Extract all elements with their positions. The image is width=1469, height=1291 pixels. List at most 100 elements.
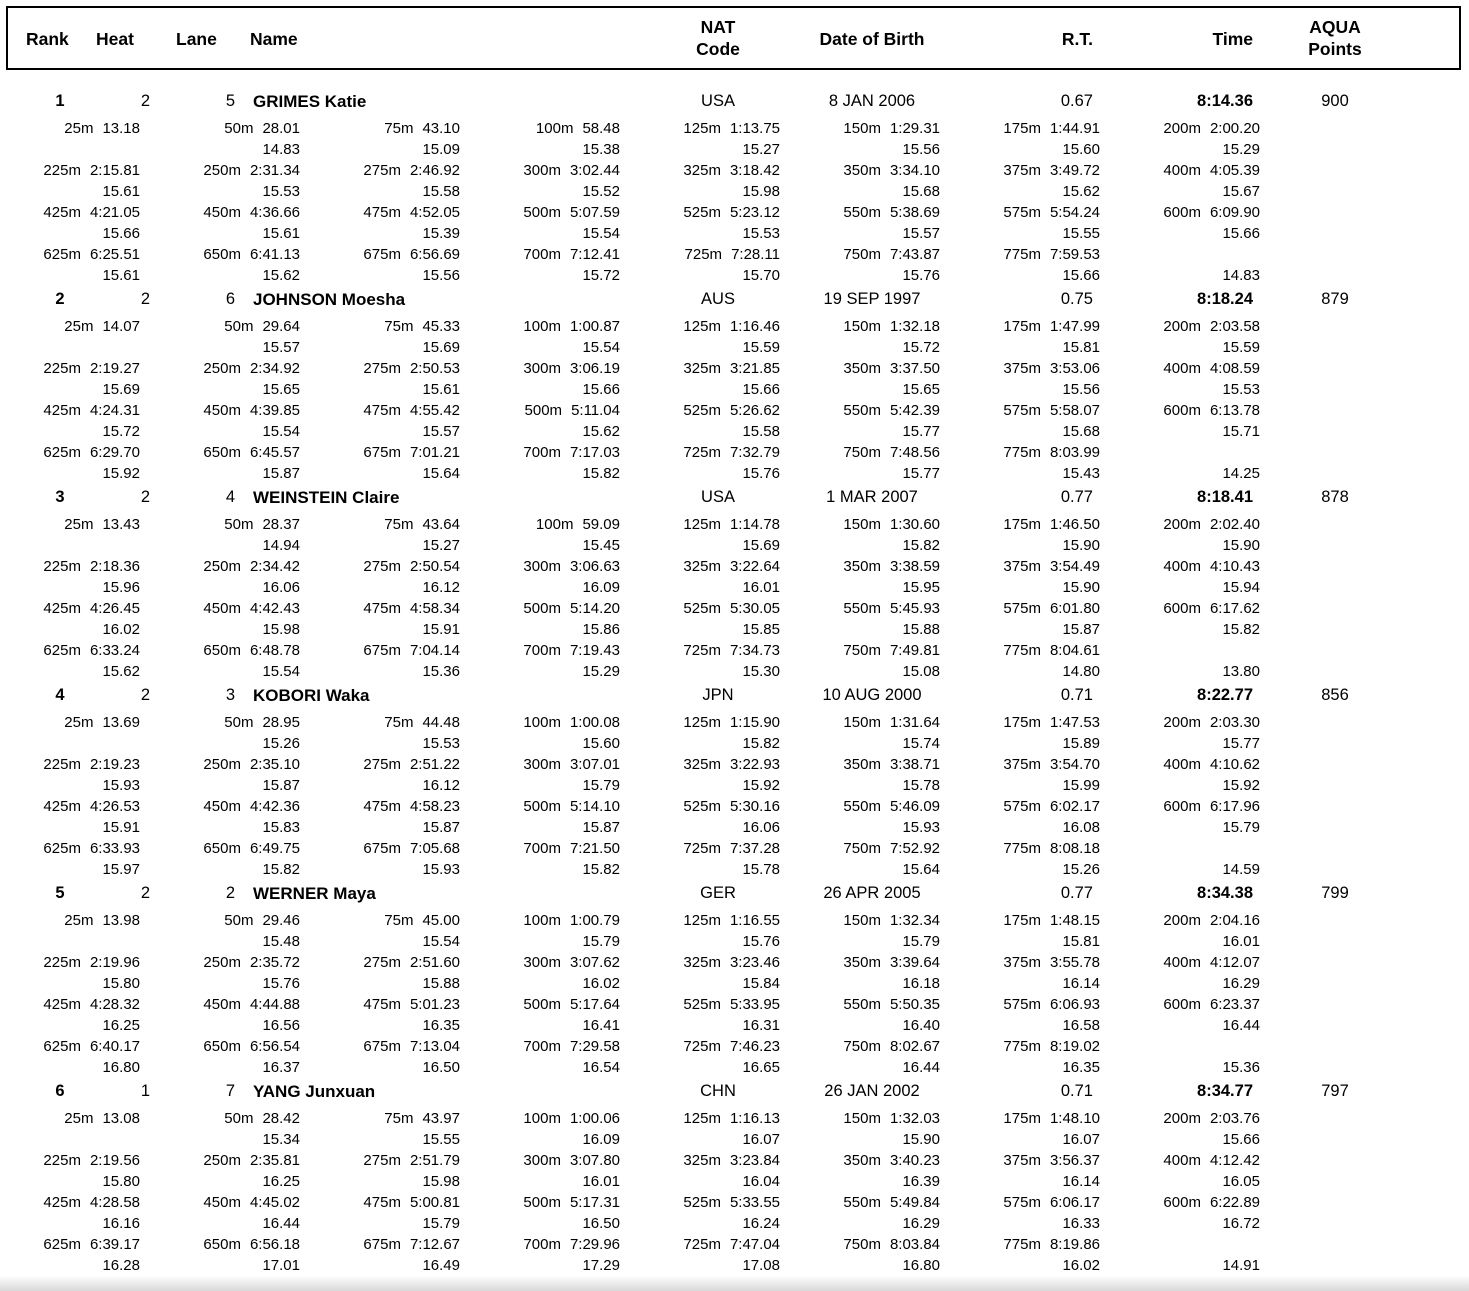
split-cell: 200m 2:00.20 xyxy=(1120,118,1280,139)
split-delta: 15.08 xyxy=(902,663,940,680)
split-time: 4:28.32 xyxy=(89,996,140,1013)
split-distance: 450m xyxy=(203,798,241,815)
split-distance: 225m xyxy=(43,360,81,377)
split-delta: 15.54 xyxy=(582,225,620,242)
split-delta: 15.92 xyxy=(102,465,140,482)
split-distance: 250m xyxy=(203,558,241,575)
split-time: 6:33.93 xyxy=(89,840,140,857)
split-distance: 650m xyxy=(203,642,241,659)
split-delta: 14.80 xyxy=(1062,663,1100,680)
split-cell: 350m 3:37.50 xyxy=(800,358,960,379)
split-cell: 300m 3:06.63 xyxy=(480,556,640,577)
split-cell: 275m 2:50.53 xyxy=(320,358,480,379)
split-deltas-line: 15.72 15.54 15.57 15.62 15.58 15.77 15.68 15.71 xyxy=(0,421,1469,442)
split-time: 5:33.95 xyxy=(729,996,780,1013)
split-times-line: 625m 6:29.70 650m 6:45.57 675m 7:01.21 700m 7:1… xyxy=(0,442,1469,463)
split-cell: 725m 7:37.28 xyxy=(640,838,800,859)
split-cell: 425m 4:28.32 xyxy=(0,994,160,1015)
split-cell: 275m 2:46.92 xyxy=(320,160,480,181)
split-distance: 550m xyxy=(843,402,881,419)
split-cell: 600m 6:13.78 xyxy=(1120,400,1280,421)
split-distance: 550m xyxy=(843,996,881,1013)
split-delta: 15.57 xyxy=(902,225,940,242)
split-distance: 75m xyxy=(384,516,414,533)
split-time: 5:50.35 xyxy=(889,996,940,1013)
split-time: 13.69 xyxy=(102,714,140,731)
split-time: 2:04.16 xyxy=(1209,912,1260,929)
split-delta: 15.66 xyxy=(1222,225,1260,242)
split-times-line: 25m 13.18 50m 28.01 75m 43.10 100m 58.48 125m 1:1… xyxy=(0,118,1469,139)
results-table-body: 1 2 5 GRIMES Katie USA 8 JAN 2006 0.67 8:14.36 9… xyxy=(0,88,1469,1276)
split-distance: 175m xyxy=(1003,714,1041,731)
split-distance: 475m xyxy=(363,996,401,1013)
split-cell: 175m 1:47.53 xyxy=(960,712,1120,733)
split-time: 13.08 xyxy=(102,1110,140,1127)
split-distance: 175m xyxy=(1003,912,1041,929)
aqua-points: 856 xyxy=(1321,686,1349,704)
split-distance: 175m xyxy=(1003,318,1041,335)
split-distance: 450m xyxy=(203,1194,241,1211)
aqua-points: 797 xyxy=(1321,1082,1349,1100)
split-deltas-line: 15.34 15.55 16.09 16.07 15.90 16.07 15.66 xyxy=(0,1129,1469,1150)
split-cell xyxy=(1120,1234,1280,1255)
final-time: 8:18.24 xyxy=(1197,290,1253,308)
split-distance: 625m xyxy=(43,642,81,659)
split-distance: 275m xyxy=(363,1152,401,1169)
split-time: 6:09.90 xyxy=(1209,204,1260,221)
split-delta: 15.27 xyxy=(422,537,460,554)
split-time: 4:42.36 xyxy=(249,798,300,815)
split-distance: 775m xyxy=(1003,1236,1041,1253)
swimmer-main-row: 4 2 3 KOBORI Waka JPN 10 AUG 2000 0.71 8:22.77 8… xyxy=(0,682,1469,712)
split-distance: 725m xyxy=(684,246,723,263)
split-time: 1:47.53 xyxy=(1049,714,1100,731)
split-cell: 25m 13.69 xyxy=(0,712,160,733)
split-distance: 75m xyxy=(384,120,414,137)
split-cell: 200m 2:04.16 xyxy=(1120,910,1280,931)
split-cell: 100m 1:00.79 xyxy=(480,910,640,931)
heat-value: 2 xyxy=(140,92,150,110)
split-distance: 775m xyxy=(1003,642,1041,659)
split-delta: 15.34 xyxy=(262,1131,300,1148)
split-cell: 300m 3:07.01 xyxy=(480,754,640,775)
split-time: 1:32.18 xyxy=(889,318,940,335)
split-delta: 15.77 xyxy=(1222,735,1260,752)
split-cell: 500m 5:17.64 xyxy=(480,994,640,1015)
split-cell: 725m 7:46.23 xyxy=(640,1036,800,1057)
split-time: 2:15.81 xyxy=(89,162,140,179)
split-cell: 625m 6:40.17 xyxy=(0,1036,160,1057)
split-cell: 150m 1:29.31 xyxy=(800,118,960,139)
split-distance: 575m xyxy=(1003,402,1041,419)
split-distance: 175m xyxy=(1003,120,1041,137)
split-delta: 15.90 xyxy=(902,1131,940,1148)
split-delta: 14.25 xyxy=(1222,465,1260,482)
split-delta: 15.61 xyxy=(262,225,300,242)
split-distance: 50m xyxy=(224,1110,254,1127)
aqua-points: 879 xyxy=(1321,290,1349,308)
split-delta: 15.89 xyxy=(1062,735,1100,752)
split-distance: 750m xyxy=(843,840,881,857)
split-time: 7:04.14 xyxy=(409,642,460,659)
split-times-line: 425m 4:24.31 450m 4:39.85 475m 4:55.42 500m 5:1… xyxy=(0,400,1469,421)
split-distance: 25m xyxy=(64,120,94,137)
split-delta: 15.86 xyxy=(582,621,620,638)
split-cell: 700m 7:21.50 xyxy=(480,838,640,859)
nat-code: USA xyxy=(701,488,735,506)
split-cell: 475m 4:58.34 xyxy=(320,598,480,619)
swimmer-name: WERNER Maya xyxy=(253,884,376,903)
split-distance: 650m xyxy=(203,1038,241,1055)
split-time: 7:59.53 xyxy=(1049,246,1100,263)
split-delta: 15.65 xyxy=(902,381,940,398)
split-distance: 25m xyxy=(64,912,94,929)
split-deltas-line: 15.91 15.83 15.87 15.87 16.06 15.93 16.08 15.79 xyxy=(0,817,1469,838)
split-cell: 250m 2:35.72 xyxy=(160,952,320,973)
split-distance: 225m xyxy=(43,1152,81,1169)
header-nat-line1: NAT xyxy=(700,17,736,37)
split-time: 2:50.54 xyxy=(409,558,460,575)
split-time: 2:51.60 xyxy=(409,954,460,971)
split-time: 4:26.53 xyxy=(89,798,140,815)
split-time: 7:43.87 xyxy=(889,246,940,263)
split-cell: 525m 5:26.62 xyxy=(640,400,800,421)
split-delta: 14.91 xyxy=(1222,1257,1260,1274)
split-cell: 250m 2:34.42 xyxy=(160,556,320,577)
split-distance: 725m xyxy=(683,1038,721,1055)
